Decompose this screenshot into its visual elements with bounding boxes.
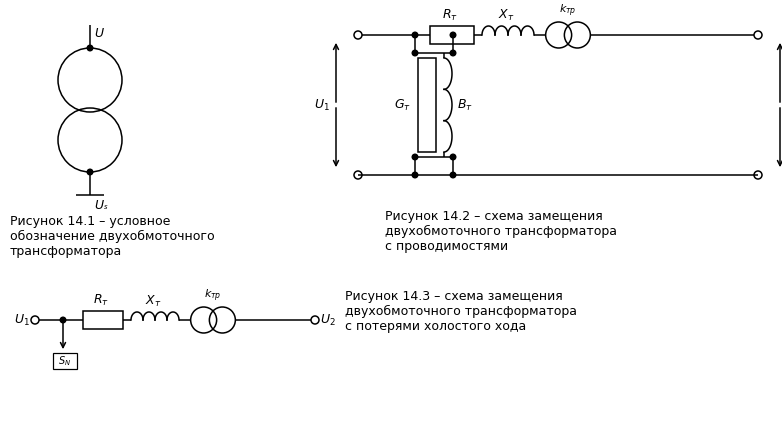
- Bar: [430, 26, 474, 44]
- Text: $U$: $U$: [94, 199, 105, 212]
- Circle shape: [88, 45, 93, 51]
- Bar: [83, 311, 123, 329]
- Circle shape: [88, 169, 93, 175]
- Circle shape: [412, 32, 418, 38]
- Text: $X_{\mathit{т}}$: $X_{\mathit{т}}$: [498, 8, 515, 23]
- Text: $R_{\mathit{т}}$: $R_{\mathit{т}}$: [442, 8, 458, 23]
- Circle shape: [60, 317, 66, 323]
- Circle shape: [412, 154, 418, 160]
- Text: $U$: $U$: [94, 27, 105, 40]
- Circle shape: [412, 172, 418, 178]
- Text: $U_{\mathit{1}}$: $U_{\mathit{1}}$: [14, 313, 30, 327]
- Text: $U_{\mathit{1}}$: $U_{\mathit{1}}$: [314, 97, 330, 112]
- Circle shape: [450, 172, 456, 178]
- Text: $k_{\mathit{тр}}$: $k_{\mathit{тр}}$: [204, 288, 222, 304]
- Bar: [53, 353, 77, 369]
- Text: $k_{\mathit{тр}}$: $k_{\mathit{тр}}$: [559, 3, 577, 19]
- Text: $S_{\mathit{N}}$: $S_{\mathit{N}}$: [59, 354, 71, 368]
- Text: $X_{\mathit{т}}$: $X_{\mathit{т}}$: [145, 294, 161, 309]
- Bar: [418, 58, 436, 152]
- Text: $U_{\mathit{2}}$: $U_{\mathit{2}}$: [320, 313, 335, 327]
- Text: $B_{\mathit{т}}$: $B_{\mathit{т}}$: [457, 97, 473, 112]
- Text: $_s$: $_s$: [103, 202, 109, 212]
- Text: Рисунок 14.3 – схема замещения
двухобмоточного трансформатора
с потерями холосто: Рисунок 14.3 – схема замещения двухобмот…: [345, 290, 577, 333]
- Circle shape: [450, 154, 456, 160]
- Circle shape: [450, 50, 456, 56]
- Circle shape: [412, 50, 418, 56]
- Text: Рисунок 14.1 – условное
обозначение двухобмоточного
трансформатора: Рисунок 14.1 – условное обозначение двух…: [10, 215, 214, 258]
- Text: $G_{\mathit{т}}$: $G_{\mathit{т}}$: [394, 97, 411, 112]
- Text: $R_{\mathit{т}}$: $R_{\mathit{т}}$: [93, 293, 109, 308]
- Text: Рисунок 14.2 – схема замещения
двухобмоточного трансформатора
с проводимостями: Рисунок 14.2 – схема замещения двухобмот…: [385, 210, 617, 253]
- Circle shape: [450, 32, 456, 38]
